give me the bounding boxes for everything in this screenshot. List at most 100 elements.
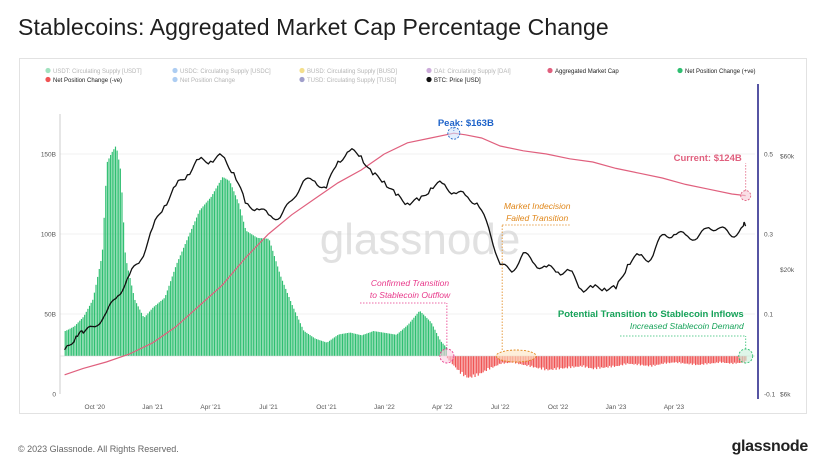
outflow-bar — [698, 356, 700, 365]
btc-price-line — [64, 148, 747, 351]
outflow-bar — [672, 356, 674, 363]
outflow-bar — [613, 356, 616, 367]
legend-item[interactable]: Net Position Change (-ve) — [45, 76, 122, 84]
inflow-bar — [296, 315, 298, 356]
outflow-bar — [544, 356, 546, 371]
inflow-bar — [434, 329, 436, 356]
current-marker-circle — [740, 190, 752, 202]
outflow-bar — [607, 356, 609, 368]
inflow-bar — [290, 301, 292, 356]
outflow-annotation-line2: to Stablecoin Outflow — [370, 290, 451, 300]
inflow-bar — [238, 203, 240, 356]
inflow-bar — [208, 198, 211, 356]
legend-swatch-icon — [45, 67, 51, 74]
inflow-bar — [134, 299, 136, 356]
inflow-bar — [366, 333, 368, 356]
legend-item[interactable]: BUSD: Circulating Supply [BUSD] — [299, 67, 397, 75]
footer-copyright: © 2023 Glassnode. All Rights Reserved. — [18, 444, 179, 454]
inflow-bar — [303, 330, 305, 356]
outflow-bar — [560, 356, 562, 368]
inflow-bar — [272, 250, 274, 356]
legend-label: DAI: Circulating Supply [DAI] — [434, 69, 511, 75]
inflow-bar — [106, 161, 108, 356]
outflow-bar — [729, 356, 731, 364]
outflow-bar — [581, 356, 583, 367]
inflow-bar — [181, 251, 183, 356]
legend-label: BTC: Price [USD] — [434, 78, 481, 84]
legend-item[interactable]: Net Position Change — [172, 76, 236, 84]
legend-item[interactable]: BTC: Price [USD] — [426, 76, 481, 84]
inflow-bar — [260, 238, 263, 356]
outflow-bar — [471, 356, 473, 378]
inflow-bar — [189, 232, 191, 356]
outflow-bar — [730, 356, 732, 363]
inflow-bar — [330, 339, 332, 356]
inflow-bar — [64, 330, 66, 356]
inflow-bar — [84, 314, 86, 356]
inflow-bar — [435, 332, 438, 356]
outflow-bar — [706, 356, 708, 365]
net-position-bars — [60, 146, 755, 378]
inflow-bar — [424, 316, 426, 356]
outflow-bar — [480, 356, 483, 374]
inflow-bar — [301, 326, 303, 356]
inflow-bar — [239, 209, 241, 356]
outflow-bar — [461, 356, 463, 372]
legend-item[interactable]: DAI: Circulating Supply [DAI] — [426, 67, 511, 75]
legend-label: USDC: Circulating Supply [USDC] — [180, 69, 271, 75]
inflow-bar — [213, 191, 215, 356]
outflow-bar — [669, 356, 671, 364]
legend-label: Aggregated Market Cap — [555, 69, 619, 75]
inflow-bar — [374, 331, 376, 356]
outflow-bar — [536, 356, 538, 368]
outflow-bar — [634, 356, 637, 364]
outflow-bar — [610, 356, 612, 368]
outflow-bar — [453, 356, 455, 366]
inflow-bar — [158, 302, 160, 356]
outflow-bar — [664, 356, 666, 363]
outflow-bar — [737, 356, 739, 363]
chart-canvas: USDT: Circulating Supply [USDT] USDC: Cir… — [41, 67, 795, 411]
outflow-bar — [665, 356, 667, 364]
x-axis-tick-label: Apr '22 — [432, 404, 453, 411]
legend-item[interactable]: Aggregated Market Cap — [547, 67, 619, 75]
inflow-bar — [343, 333, 345, 356]
left-axis-tick-label: 100B — [41, 232, 56, 239]
peak-marker-circle — [447, 126, 461, 140]
inflow-bar — [367, 332, 370, 356]
outflow-bar — [472, 356, 474, 375]
indecision-marker-ellipse — [495, 349, 537, 363]
inflow-bar — [221, 177, 224, 356]
aggregated-market-cap-line — [64, 132, 746, 376]
inflow-bar — [148, 311, 151, 356]
outflow-bar — [484, 356, 486, 371]
legend-swatch-icon — [426, 76, 432, 83]
legend-item[interactable]: USDC: Circulating Supply [USDC] — [172, 67, 271, 75]
inflow-bar — [312, 337, 314, 356]
outflow-bar — [599, 356, 601, 369]
legend-item[interactable]: TUSD: Circulating Supply [TUSD] — [299, 76, 397, 84]
x-axis-tick-label: Jan '21 — [142, 404, 163, 411]
inflow-bar — [210, 196, 212, 356]
inflow-bar — [225, 178, 227, 356]
outflow-bar — [476, 356, 478, 374]
outflow-bar — [714, 356, 716, 364]
page-title: Stablecoins: Aggregated Market Cap Perce… — [18, 14, 609, 40]
inflow-bar — [199, 210, 201, 356]
chart-legend[interactable]: USDT: Circulating Supply [USDT] USDC: Cir… — [45, 67, 756, 84]
inflow-bar — [395, 334, 397, 356]
inflow-bar — [375, 331, 378, 356]
inflow-bar — [400, 330, 402, 356]
inflow-bar — [332, 338, 334, 356]
outflow-bar — [489, 356, 491, 370]
inflow-bar — [372, 331, 374, 356]
outflow-bar — [529, 356, 531, 367]
outflow-bar — [649, 356, 651, 366]
legend-item[interactable]: Net Position Change (+ve) — [677, 67, 756, 75]
inflow-bar — [244, 227, 246, 356]
inflow-bar — [231, 187, 233, 356]
legend-item[interactable]: USDT: Circulating Supply [USDT] — [45, 67, 142, 75]
chart-lines — [64, 132, 747, 376]
inflow-bar — [132, 293, 134, 356]
outflow-bar — [701, 356, 703, 365]
